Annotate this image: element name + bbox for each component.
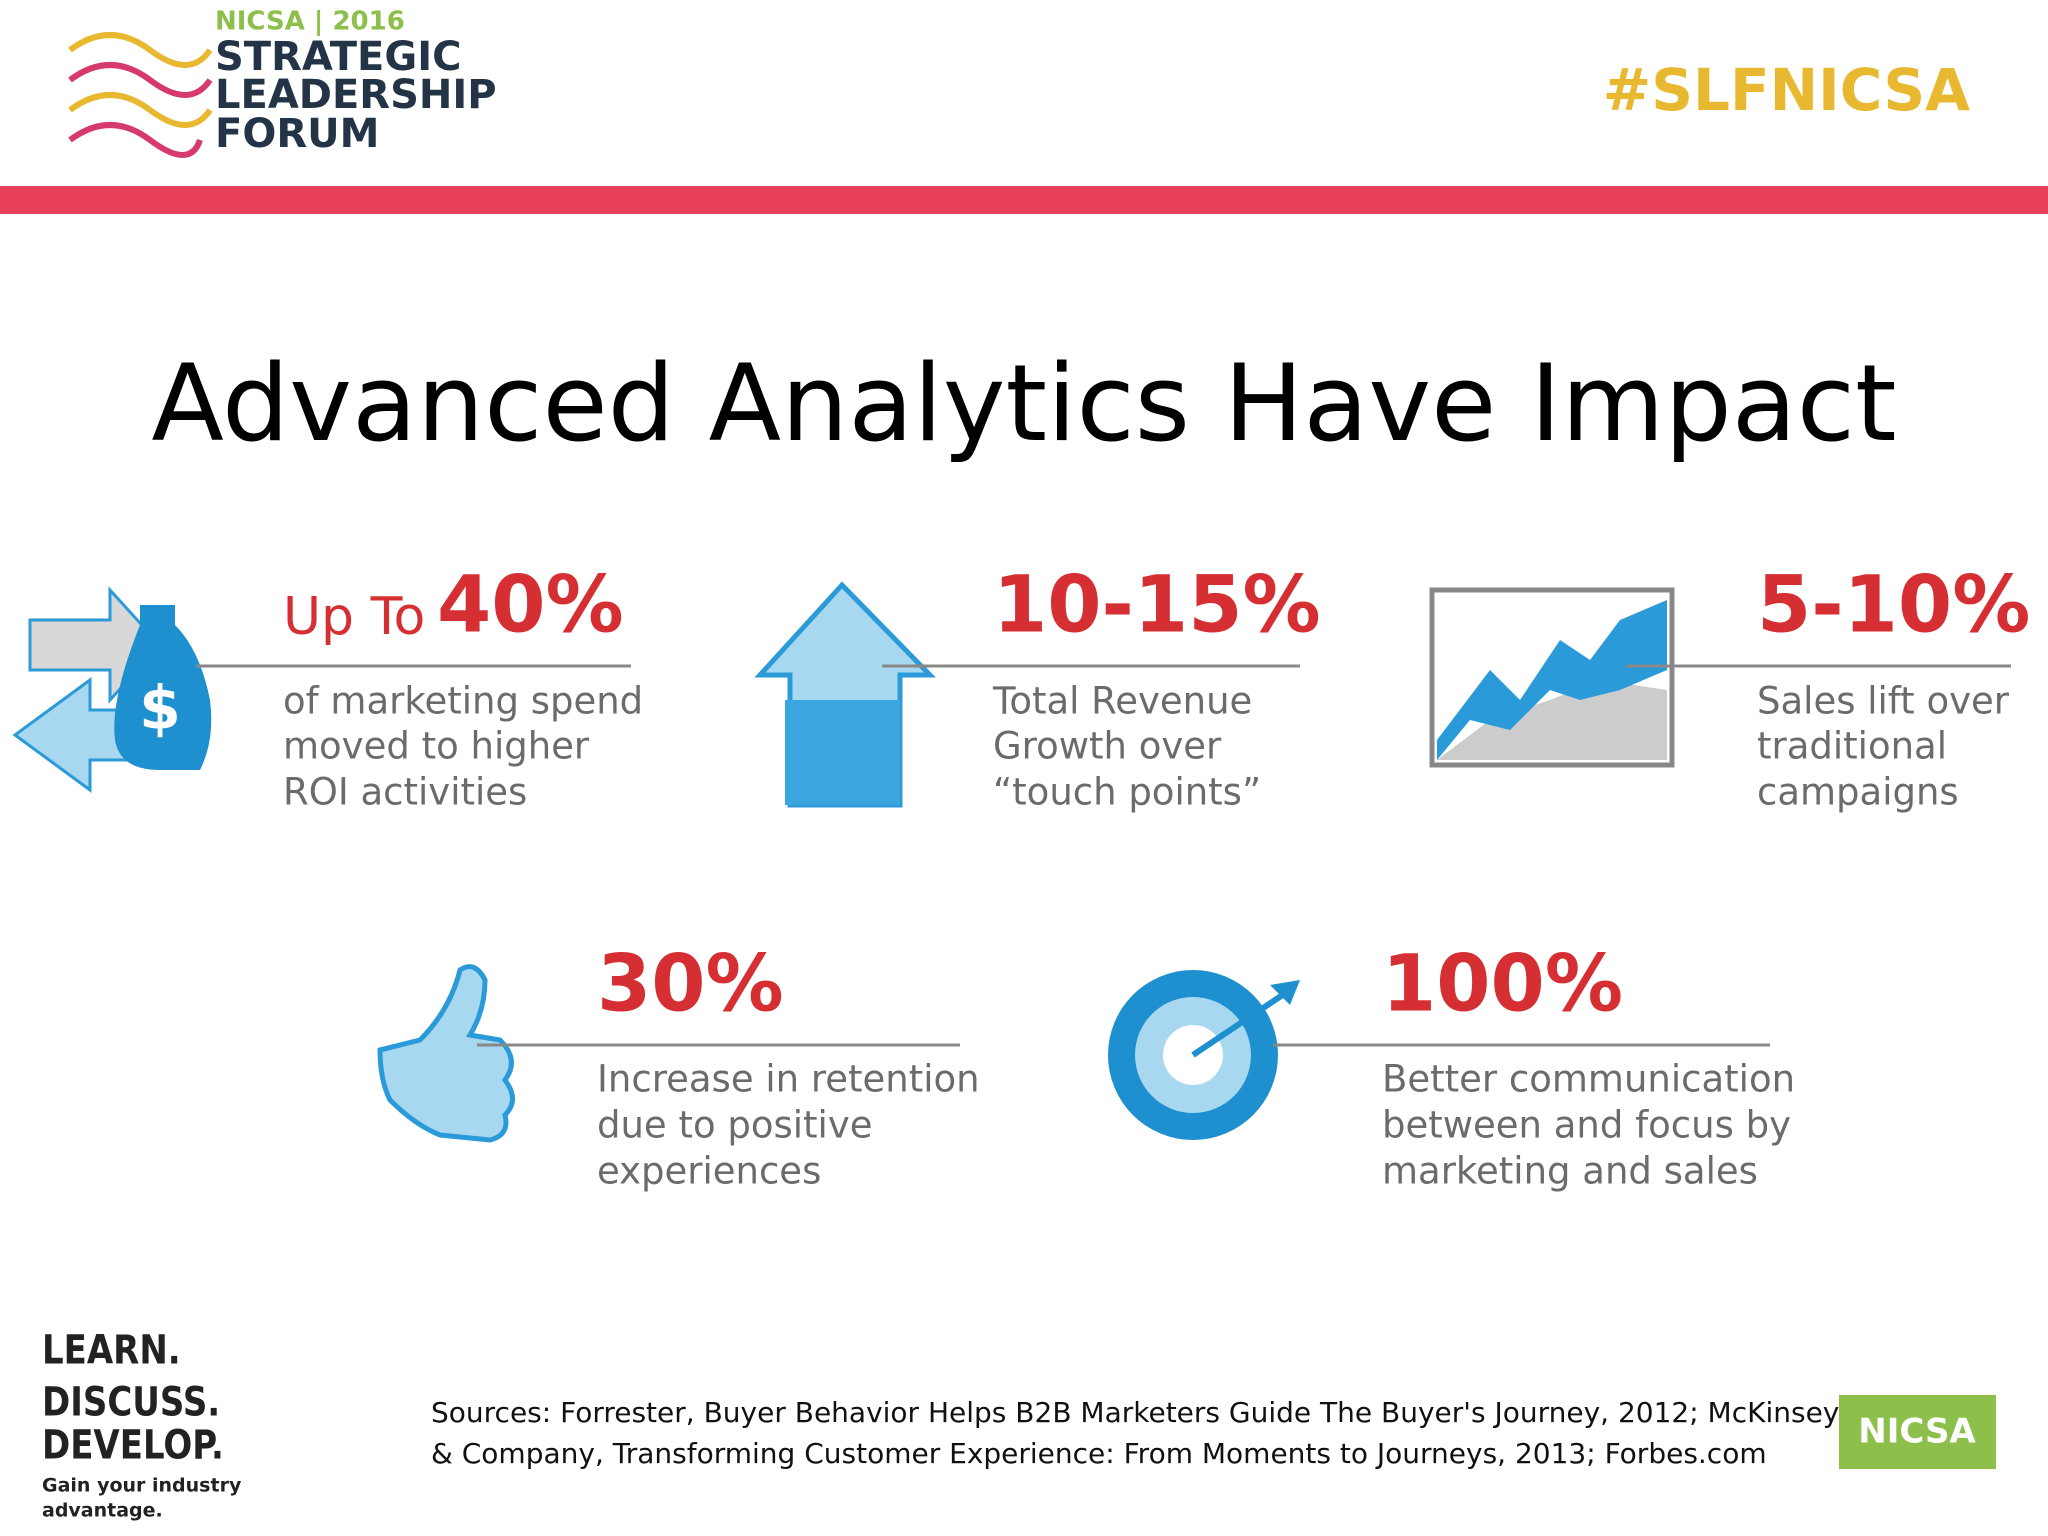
stat-figure: 5-10% [1757,560,2030,650]
stat-desc: “touch points” [993,771,1261,814]
thumb-icon [377,964,515,1143]
stat-figure: 40% [437,560,624,650]
subline: Gain your industry [42,1475,242,1497]
stat-desc: experiences [597,1150,821,1193]
event: NICSA | 2016 [215,7,405,37]
badge-text: NICSA [1858,1412,1976,1452]
stat-desc: of marketing spend [283,680,643,723]
arrow-up-icon [754,581,936,808]
stat-desc: between and focus by [1382,1104,1791,1147]
title: Advanced Analytics Have Impact [151,342,1896,465]
stat-prefix: Up To [283,587,425,647]
sources: Sources: Forrester, Buyer Behavior Helps… [431,1396,1839,1429]
stat-desc: Growth over [993,725,1222,768]
stat-desc: traditional [1757,725,1947,768]
tagline: DISCUSS. [42,1379,220,1425]
stat-desc: moved to higher [283,725,590,768]
hashtag: #SLFNICSA [1603,56,1970,124]
stat-desc: Total Revenue [992,680,1252,723]
subline: advantage. [42,1500,163,1522]
chart-icon [1429,587,1675,768]
money-icon: $ [12,586,212,793]
tagline: DEVELOP. [42,1422,224,1468]
logo-line: FORUM [215,111,379,157]
stat-desc: ROI activities [283,771,527,814]
stat-desc: marketing and sales [1382,1150,1758,1193]
logo-line: LEADERSHIP [215,72,497,118]
stat-figure: 10-15% [993,560,1321,650]
stat-desc: due to positive [597,1104,873,1147]
stat-desc: campaigns [1757,771,1959,814]
logo-line: STRATEGIC [215,34,461,80]
badge [1839,1395,1996,1469]
sources: & Company, Transforming Customer Experie… [431,1437,1767,1470]
stat-desc: Sales lift over [1757,680,2010,723]
stat-desc: Increase in retention [597,1058,980,1101]
stat-figure: 30% [597,939,784,1029]
logo-icon [68,32,213,158]
stat-figure: 100% [1382,939,1623,1029]
header-bar [0,186,2048,214]
stat-desc: Better communication [1382,1058,1795,1101]
target-icon [1108,970,1300,1140]
svg-text:$: $ [139,674,181,744]
tagline: LEARN. [42,1327,181,1373]
